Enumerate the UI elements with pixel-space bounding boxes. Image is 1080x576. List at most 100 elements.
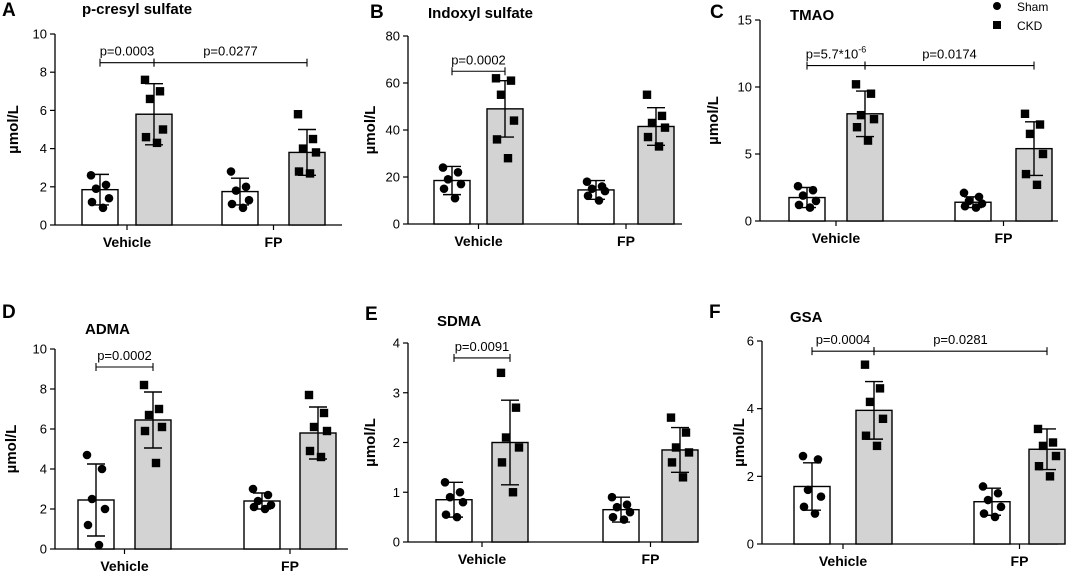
data-point-sham — [438, 163, 448, 172]
p-value-text: p=0.0091 — [455, 339, 510, 354]
data-point-sham — [82, 450, 92, 460]
data-point-ckd — [678, 473, 688, 482]
data-point-ckd — [1025, 129, 1035, 139]
data-point-ckd — [511, 403, 521, 412]
data-point-ckd — [308, 134, 318, 144]
data-point-sham — [83, 520, 93, 530]
y-tick-label: 4 — [40, 462, 47, 477]
y-tick-label: 0 — [393, 535, 400, 550]
data-point-sham — [458, 497, 468, 507]
panel-title: TMAO — [790, 7, 834, 24]
data-point-ckd — [309, 422, 319, 432]
y-tick-label: 4 — [40, 141, 47, 156]
data-point-sham — [260, 504, 270, 514]
data-point-ckd — [305, 169, 315, 178]
chart-panel-b: B Indoxyl sulfate µmol/L 0 20 40 60 80 Vehicle FP… — [362, 2, 682, 249]
data-point-sham — [100, 504, 110, 514]
legend-marker-ckd — [993, 21, 1001, 29]
data-point-sham — [983, 495, 993, 505]
data-point-sham — [455, 487, 465, 497]
data-point-sham — [441, 510, 451, 519]
y-tick-label: 8 — [40, 382, 47, 397]
data-point-sham — [608, 512, 618, 522]
data-point-ckd — [144, 410, 154, 420]
data-point-sham — [990, 512, 1000, 522]
p-value-label: p=0.0281 — [933, 332, 988, 347]
p-value-label: p=0.0003 — [100, 44, 155, 59]
p-value-label: p=0.0002 — [97, 348, 152, 363]
data-point-ckd — [514, 443, 524, 452]
data-point-ckd — [1035, 120, 1045, 129]
y-tick-label: 0 — [745, 214, 752, 229]
data-point-sham — [607, 492, 617, 502]
data-point-sham — [979, 509, 989, 518]
y-tick-label: 2 — [747, 469, 754, 484]
x-tick-label: FP — [617, 233, 635, 249]
data-point-sham — [993, 488, 1003, 498]
data-point-sham — [971, 203, 981, 212]
data-point-sham — [799, 502, 809, 512]
y-tick-label: 15 — [738, 13, 752, 28]
x-tick-label: FP — [265, 234, 283, 250]
y-tick-label: 80 — [386, 29, 400, 44]
panel-label: C — [710, 2, 724, 23]
data-point-ckd — [509, 116, 519, 125]
legend: Sham CKD — [993, 0, 1048, 33]
data-point-ckd — [878, 414, 888, 424]
data-point-ckd — [157, 422, 167, 432]
panel-title: p-cresyl sulfate — [82, 1, 192, 18]
data-point-sham — [808, 185, 818, 195]
data-point-ckd — [861, 431, 871, 440]
data-point-ckd — [666, 413, 676, 422]
p-value-exponent: -6 — [858, 45, 866, 55]
data-point-ckd — [293, 110, 303, 119]
data-point-sham — [600, 186, 610, 196]
p-value-label: p=0.0002 — [451, 52, 506, 67]
data-point-ckd — [1021, 169, 1031, 179]
data-point-sham — [816, 492, 826, 501]
chart-panel-c: C TMAO µmol/L 0 5 10 15 Vehicle FP p=5.7*10-6 p=0.… — [705, 2, 1058, 246]
p-value-text: p=0.0277 — [203, 44, 258, 59]
data-point-sham — [87, 494, 97, 504]
data-point-sham — [249, 502, 259, 512]
y-axis-label: µmol/L — [362, 418, 379, 467]
data-point-sham — [453, 168, 463, 177]
panel-label: E — [365, 304, 378, 325]
y-tick-label: 2 — [40, 502, 47, 517]
data-point-ckd — [319, 408, 329, 418]
data-point-ckd — [1033, 424, 1043, 434]
data-point-sham — [231, 186, 241, 195]
data-point-sham — [445, 492, 455, 502]
data-point-sham — [798, 191, 808, 200]
data-point-ckd — [863, 136, 873, 145]
data-point-ckd — [671, 443, 681, 452]
y-tick-label: 10 — [738, 80, 752, 95]
y-axis-label: µmol/L — [362, 106, 379, 155]
data-point-ckd — [657, 111, 667, 121]
p-value-label: p=0.0277 — [203, 44, 258, 59]
x-tick-label: FP — [995, 230, 1013, 246]
data-point-ckd — [852, 123, 862, 132]
legend-label: CKD — [1017, 19, 1043, 33]
x-tick-label: FP — [1011, 553, 1029, 569]
y-axis-label: µmol/L — [705, 96, 722, 145]
data-point-ckd — [660, 123, 670, 132]
chart-panel-d: D ADMA µmol/L 0 2 4 6 8 10 Vehicle FP p=0.0002 — [2, 302, 348, 574]
data-point-ckd — [151, 458, 161, 468]
x-tick-label: Vehicle — [454, 233, 502, 249]
data-point-ckd — [872, 441, 882, 451]
y-tick-label: 4 — [747, 401, 754, 416]
y-tick-label: 10 — [33, 27, 47, 42]
panel-title: SDMA — [437, 313, 481, 330]
data-point-ckd — [1032, 180, 1042, 190]
panel-title: ADMA — [85, 321, 130, 338]
y-tick-label: 3 — [393, 385, 400, 400]
chart-panel-f: F GSA µmol/L 0 2 4 6 Vehicle FP p=0.0004 p=0.0281 — [709, 302, 1066, 569]
data-point-ckd — [497, 458, 507, 467]
data-point-ckd — [294, 167, 304, 176]
data-point-ckd — [503, 154, 513, 163]
data-point-ckd — [851, 80, 861, 89]
panel-title: GSA — [790, 309, 823, 326]
panel-label: B — [370, 2, 384, 23]
